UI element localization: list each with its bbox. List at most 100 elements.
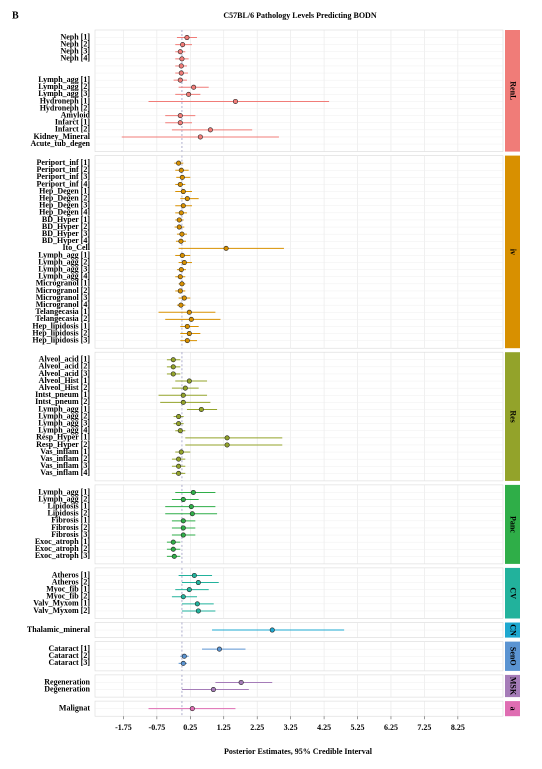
estimate-point	[186, 378, 192, 384]
strip-label: RenL	[509, 81, 518, 100]
estimate-point	[170, 357, 176, 363]
estimate-point	[198, 406, 204, 412]
estimate-point	[170, 371, 176, 377]
row-label: Lipidosis [1]	[48, 501, 91, 510]
estimate-point	[176, 470, 182, 476]
strip-label: iv	[509, 249, 518, 255]
estimate-point	[177, 288, 183, 294]
row-label: Lymph_agg [4]	[38, 272, 90, 281]
estimate-point	[224, 442, 230, 448]
row-label: Microgranol [2]	[36, 286, 91, 295]
panel-background	[94, 155, 504, 349]
estimate-point	[180, 203, 186, 209]
row-label: Resp_Hyper [2]	[36, 440, 90, 449]
estimate-point	[177, 428, 183, 434]
estimate-point	[177, 274, 183, 280]
estimate-point	[176, 224, 182, 230]
row-label: Periport_inf [1]	[36, 158, 90, 167]
row-label: Alveol_Hist [1]	[39, 376, 91, 385]
estimate-point	[181, 653, 187, 659]
row-label: BD_Hyper [3]	[42, 229, 90, 238]
estimate-point	[181, 295, 187, 301]
estimate-point	[184, 338, 190, 344]
row-label: Lymph_agg [3]	[38, 264, 90, 273]
x-tick-label: 1.25	[217, 723, 231, 732]
estimate-point	[195, 608, 201, 614]
estimate-point	[179, 231, 185, 237]
estimate-point	[178, 449, 184, 455]
row-label: Neph [4]	[60, 54, 90, 63]
row-label: Lymph_agg [1]	[38, 75, 90, 84]
row-label: Lipidosis [2]	[48, 509, 91, 518]
row-label: Neph [3]	[60, 47, 90, 56]
estimate-point	[179, 174, 185, 180]
row-label: Kidney_Mineral	[34, 132, 91, 141]
estimate-point	[178, 302, 184, 308]
row-label: Alveol_Hist [2]	[39, 383, 91, 392]
estimate-point	[176, 421, 182, 427]
estimate-point	[176, 160, 182, 166]
x-tick-label: 5.25	[351, 723, 365, 732]
row-label: Lymph_agg [2]	[38, 411, 90, 420]
row-label: Alveol_acid [2]	[39, 362, 91, 371]
row-label: Fibrosis [2]	[51, 523, 90, 532]
estimate-point	[171, 553, 177, 559]
row-label: Myoc_fib [2]	[46, 592, 90, 601]
estimate-point	[177, 49, 183, 55]
row-label: Valv_Myxom [1]	[33, 599, 90, 608]
row-label: Vas_inflam [2]	[40, 454, 90, 463]
estimate-point	[194, 601, 200, 607]
estimate-point	[184, 196, 190, 202]
estimate-point	[191, 84, 197, 90]
row-label: Lymph_agg [2]	[38, 82, 90, 91]
estimate-point	[189, 706, 195, 712]
row-label: Lymph_agg [2]	[38, 494, 90, 503]
row-label: Lymph_agg [4]	[38, 426, 90, 435]
row-label: Lymph_agg [3]	[38, 89, 90, 98]
estimate-point	[210, 687, 216, 693]
estimate-point	[179, 281, 185, 287]
row-label: Degeneration	[44, 684, 90, 693]
strip	[505, 701, 520, 717]
row-label: Periport_inf [3]	[36, 172, 90, 181]
estimate-point	[177, 113, 183, 119]
row-label: Hep_Degen [1]	[39, 186, 90, 195]
row-label: Telangecasia [2]	[35, 314, 90, 323]
estimate-point	[178, 63, 184, 69]
estimate-point	[190, 489, 196, 495]
panel-background	[94, 29, 504, 152]
x-tick-label: 6.25	[384, 723, 398, 732]
estimate-point	[186, 91, 192, 97]
x-axis-label: Posterior Estimates, 95% Credible Interv…	[224, 747, 373, 756]
row-label: Vas_inflam [3]	[40, 461, 90, 470]
row-label: Periport_inf [4]	[36, 179, 90, 188]
row-label: Telangecasia [1]	[35, 307, 90, 316]
row-label: Vas_inflam [4]	[40, 468, 90, 477]
row-label: Vas_inflam [1]	[40, 447, 90, 456]
x-tick-label: -1.75	[115, 723, 132, 732]
estimate-point	[181, 260, 187, 266]
estimate-point	[178, 210, 184, 216]
row-label: Lymph_agg [1]	[38, 250, 90, 259]
estimate-point	[177, 120, 183, 126]
estimate-point	[176, 456, 182, 462]
row-label: BD_Hyper [2]	[42, 222, 90, 231]
row-label: Intst_pneum [2]	[35, 397, 90, 406]
estimate-point	[170, 364, 176, 370]
estimate-point	[179, 252, 185, 258]
strip	[505, 622, 520, 638]
estimate-point	[179, 56, 185, 62]
row-label: Hep_Degen [3]	[39, 201, 90, 210]
estimate-point	[176, 414, 182, 420]
row-label: Hep_lipidosis [1]	[32, 321, 90, 330]
estimate-point	[178, 238, 184, 244]
estimate-point	[186, 309, 192, 315]
estimate-point	[207, 127, 213, 133]
estimate-point	[180, 497, 186, 503]
strip-label: MSK	[509, 677, 518, 696]
panel-background	[94, 484, 504, 565]
x-tick-label: 4.25	[317, 723, 331, 732]
estimate-point	[216, 646, 222, 652]
x-tick-label: 3.25	[284, 723, 298, 732]
strip	[505, 30, 520, 152]
